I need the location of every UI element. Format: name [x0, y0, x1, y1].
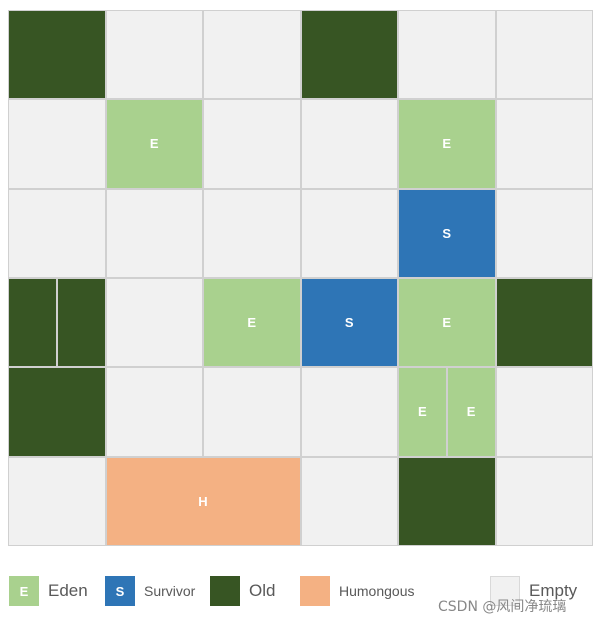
region-empty	[204, 368, 300, 456]
region-label: H	[198, 493, 208, 509]
region-empty	[496, 11, 592, 99]
region-empty	[106, 368, 202, 456]
region-empty	[106, 11, 202, 99]
region-old	[496, 279, 592, 367]
region-eden: E	[204, 279, 300, 367]
region-empty	[301, 457, 397, 545]
region-old	[57, 279, 105, 367]
legend-item-survivor: S Survivor	[105, 576, 195, 606]
region-empty	[301, 368, 397, 456]
region-empty	[204, 100, 300, 188]
region-humongous: H	[106, 457, 300, 545]
region-empty	[106, 279, 202, 367]
region-old	[9, 11, 105, 99]
region-old	[9, 279, 56, 367]
region-empty	[204, 11, 300, 99]
region-eden: E	[399, 100, 495, 188]
region-eden: E	[106, 100, 202, 188]
region-old	[399, 457, 495, 545]
legend-swatch-eden: E	[9, 576, 39, 606]
region-empty	[496, 368, 592, 456]
region-label: S	[344, 315, 354, 331]
region-label: E	[442, 136, 452, 152]
region-empty	[399, 11, 495, 99]
region-label: E	[466, 404, 476, 420]
legend-label-empty: Empty	[529, 581, 578, 600]
region-empty	[9, 457, 105, 545]
region-empty	[496, 457, 592, 545]
legend-swatch-old	[210, 576, 240, 606]
heap-region-grid: E E S E S E E E H	[8, 10, 593, 546]
region-empty	[496, 189, 592, 277]
region-empty	[496, 100, 592, 188]
region-empty	[9, 189, 105, 277]
region-old	[301, 11, 397, 99]
legend-item-humongous: Humongous	[300, 576, 415, 606]
region-empty	[106, 189, 202, 277]
region-eden: E	[399, 279, 495, 367]
region-survivor: S	[301, 279, 397, 367]
legend-label-old: Old	[249, 581, 276, 600]
legend-item-old: Old	[210, 576, 275, 606]
region-empty	[204, 189, 300, 277]
legend-item-empty: Empty	[490, 576, 577, 606]
legend-swatch-survivor: S	[105, 576, 135, 606]
region-empty	[9, 100, 105, 188]
region-eden: E	[447, 368, 495, 456]
region-label: E	[442, 315, 452, 331]
legend-item-eden: E Eden	[9, 576, 88, 606]
legend-label-humongous: Humongous	[339, 583, 415, 599]
region-label: E	[149, 136, 159, 152]
legend-swatch-empty	[490, 576, 520, 606]
region-empty	[301, 189, 397, 277]
region-empty	[301, 100, 397, 188]
legend-swatch-humongous	[300, 576, 330, 606]
region-label: E	[418, 404, 427, 420]
region-survivor: S	[399, 189, 495, 277]
region-label: S	[442, 225, 452, 241]
legend-label-eden: Eden	[48, 581, 88, 600]
watermark: CSDN @风间净琉璃	[438, 599, 567, 615]
legend-label-survivor: Survivor	[144, 583, 196, 599]
legend: E Eden S Survivor Old Humongous Empty	[0, 570, 607, 610]
region-label: E	[247, 315, 257, 331]
region-old	[9, 368, 105, 456]
region-eden: E	[399, 368, 446, 456]
